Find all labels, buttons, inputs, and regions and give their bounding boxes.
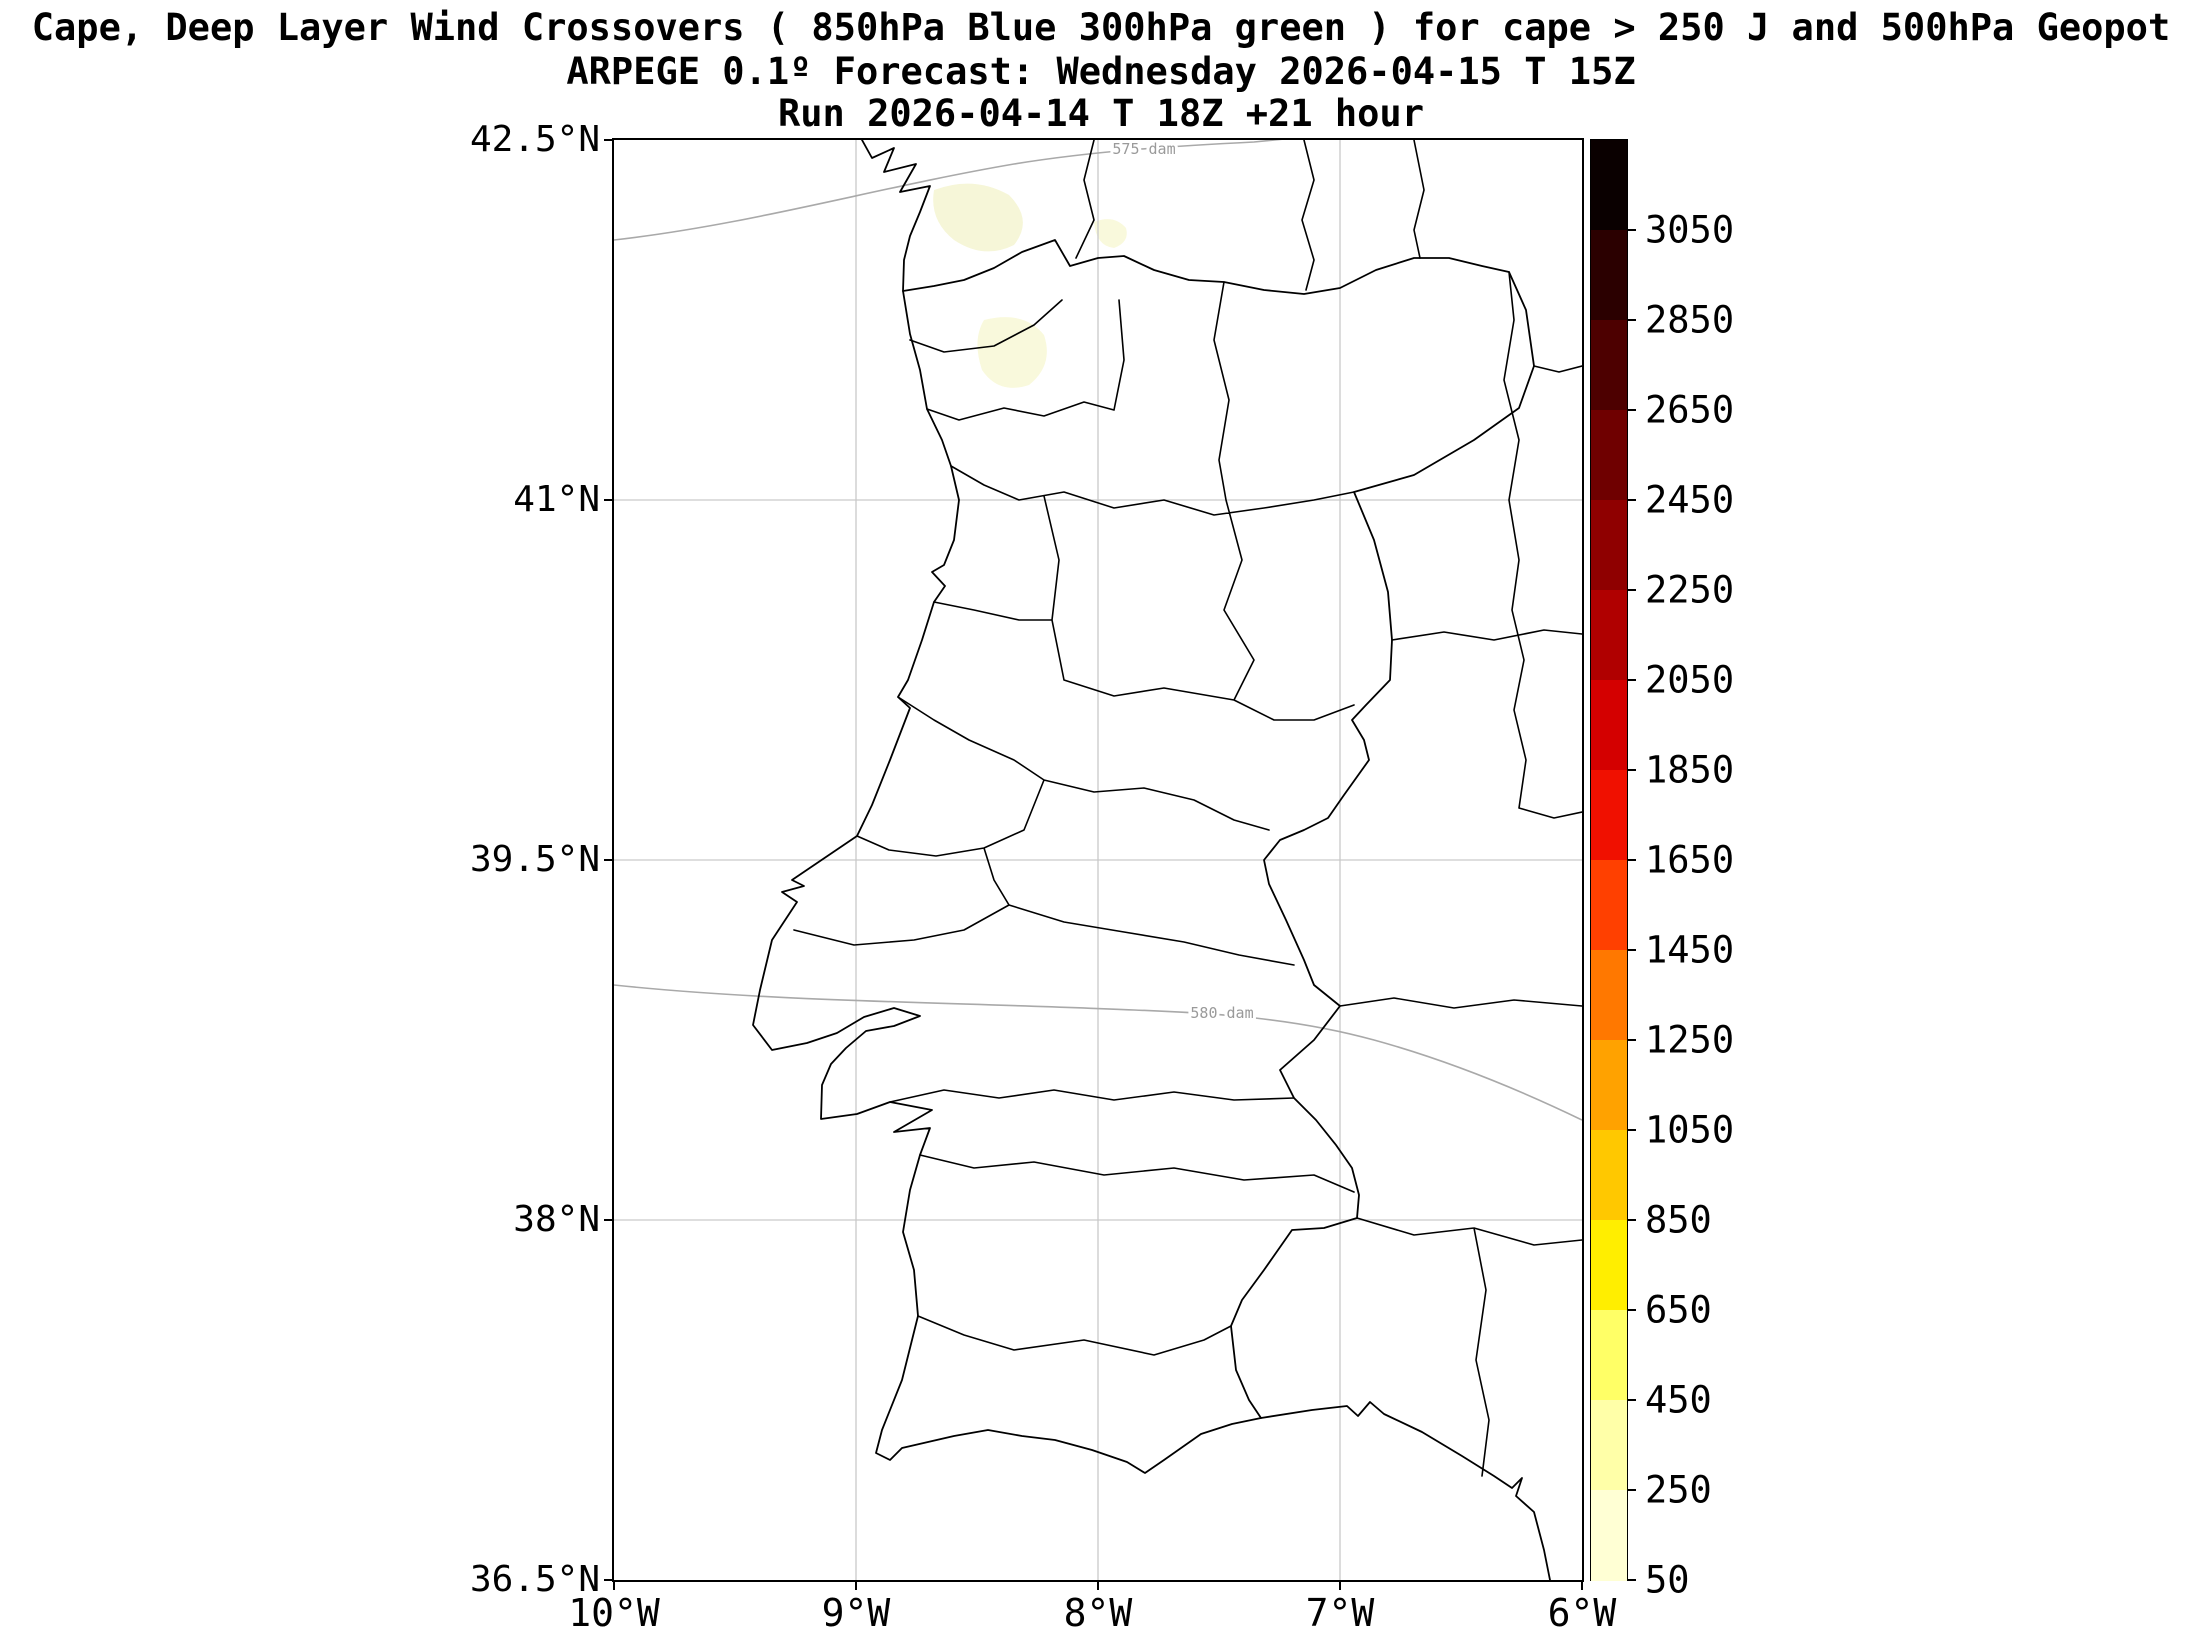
colorbar-tick bbox=[1628, 589, 1636, 591]
cape-shade-patch bbox=[1094, 219, 1127, 248]
y-axis-tick bbox=[604, 859, 614, 861]
x-axis-tick bbox=[1581, 1580, 1583, 1590]
colorbar-tick-label: 250 bbox=[1645, 1468, 1712, 1512]
boundaries bbox=[752, 140, 1582, 1580]
colorbar-tick bbox=[1628, 319, 1636, 321]
colorbar-tick-label: 1250 bbox=[1645, 1018, 1735, 1062]
colorbar-tick bbox=[1628, 1399, 1636, 1401]
colorbar-segment bbox=[1591, 500, 1627, 591]
x-axis-tick-label: 6°W bbox=[1547, 1591, 1617, 1635]
colorbar-tick-label: 2650 bbox=[1645, 388, 1735, 432]
map-svg: 575 dam 580 dam bbox=[614, 140, 1582, 1580]
colorbar-tick bbox=[1628, 229, 1636, 231]
colorbar-tick-label: 850 bbox=[1645, 1198, 1712, 1242]
colorbar-tick-label: 3050 bbox=[1645, 208, 1735, 252]
colorbar-tick bbox=[1628, 1309, 1636, 1311]
colorbar-segment bbox=[1591, 590, 1627, 681]
colorbar-segment bbox=[1591, 1310, 1627, 1401]
colorbar-tick-label: 650 bbox=[1645, 1288, 1712, 1332]
colorbar-segment bbox=[1591, 1220, 1627, 1311]
x-axis-tick-label: 8°W bbox=[1063, 1591, 1133, 1635]
colorbar-segment bbox=[1591, 770, 1627, 861]
colorbar-segment bbox=[1591, 230, 1627, 321]
x-axis-tick-label: 10°W bbox=[568, 1591, 660, 1635]
gridlines bbox=[614, 140, 1582, 1580]
contour-575-line bbox=[614, 140, 1283, 241]
colorbar-tick bbox=[1628, 1219, 1636, 1221]
colorbar-tick bbox=[1628, 409, 1636, 411]
cape-shading bbox=[933, 183, 1127, 388]
colorbar-tick bbox=[1628, 949, 1636, 951]
district-boundaries-portugal bbox=[793, 281, 1355, 1356]
colorbar-segment bbox=[1591, 140, 1627, 231]
coastline bbox=[752, 140, 1551, 1580]
contour-580-line bbox=[614, 984, 1582, 1121]
x-axis-tick bbox=[613, 1580, 615, 1590]
colorbar-segment bbox=[1591, 1040, 1627, 1131]
colorbar-segment bbox=[1591, 1130, 1627, 1221]
colorbar-tick-label: 1850 bbox=[1645, 748, 1735, 792]
colorbar-tick bbox=[1628, 1579, 1636, 1581]
y-axis-tick-label: 36.5°N bbox=[469, 1559, 600, 1600]
province-boundaries-spain bbox=[1075, 140, 1582, 1477]
contour-label-575: 575 dam bbox=[1112, 140, 1175, 158]
colorbar-tick-label: 1650 bbox=[1645, 838, 1735, 882]
colorbar-tick bbox=[1628, 679, 1636, 681]
x-axis-tick bbox=[1339, 1580, 1341, 1590]
y-axis-tick-label: 41°N bbox=[513, 479, 600, 520]
colorbar-tick-label: 50 bbox=[1645, 1558, 1690, 1602]
figure-title-line2: ARPEGE 0.1º Forecast: Wednesday 2026-04-… bbox=[566, 50, 1636, 93]
colorbar-tick bbox=[1628, 1129, 1636, 1131]
colorbar-tick-label: 2850 bbox=[1645, 298, 1735, 342]
colorbar-segment bbox=[1591, 410, 1627, 501]
y-axis-tick bbox=[604, 139, 614, 141]
x-axis-tick-label: 9°W bbox=[821, 1591, 891, 1635]
portugal-spain-border bbox=[902, 239, 1535, 1419]
colorbar-tick-label: 2050 bbox=[1645, 658, 1735, 702]
contour-label-580: 580 dam bbox=[1190, 1004, 1253, 1022]
colorbar-tick-label: 1450 bbox=[1645, 928, 1735, 972]
colorbar-segment bbox=[1591, 950, 1627, 1041]
colorbar-tick-label: 2450 bbox=[1645, 478, 1735, 522]
colorbar-tick-label: 450 bbox=[1645, 1378, 1712, 1422]
x-axis-tick bbox=[1097, 1580, 1099, 1590]
colorbar-segment bbox=[1591, 1400, 1627, 1491]
colorbar-segment bbox=[1591, 320, 1627, 411]
y-axis-tick bbox=[604, 1219, 614, 1221]
y-axis-tick-label: 42.5°N bbox=[469, 119, 600, 160]
cape-shade-patch bbox=[977, 317, 1047, 388]
colorbar-tick bbox=[1628, 1489, 1636, 1491]
colorbar-segment bbox=[1591, 680, 1627, 771]
contour-labels: 575 dam 580 dam bbox=[1109, 140, 1256, 1025]
cape-shade-patch bbox=[933, 183, 1023, 252]
colorbar-segment bbox=[1591, 1490, 1627, 1581]
colorbar-tick bbox=[1628, 499, 1636, 501]
figure-title-line3: Run 2026-04-14 T 18Z +21 hour bbox=[777, 92, 1424, 135]
colorbar-tick-label: 2250 bbox=[1645, 568, 1735, 612]
colorbar-tick-label: 1050 bbox=[1645, 1108, 1735, 1152]
figure-title-line1: Cape, Deep Layer Wind Crossovers ( 850hP… bbox=[31, 6, 2171, 49]
colorbar-tick bbox=[1628, 859, 1636, 861]
colorbar-tick bbox=[1628, 1039, 1636, 1041]
y-axis-tick bbox=[604, 499, 614, 501]
y-axis-tick-label: 39.5°N bbox=[469, 839, 600, 880]
geopotential-contours bbox=[614, 140, 1582, 1121]
colorbar-tick bbox=[1628, 769, 1636, 771]
y-axis-tick bbox=[604, 1579, 614, 1581]
y-axis-tick-label: 38°N bbox=[513, 1199, 600, 1240]
colorbar-segment bbox=[1591, 860, 1627, 951]
x-axis-tick bbox=[855, 1580, 857, 1590]
x-axis-tick-label: 7°W bbox=[1305, 1591, 1375, 1635]
